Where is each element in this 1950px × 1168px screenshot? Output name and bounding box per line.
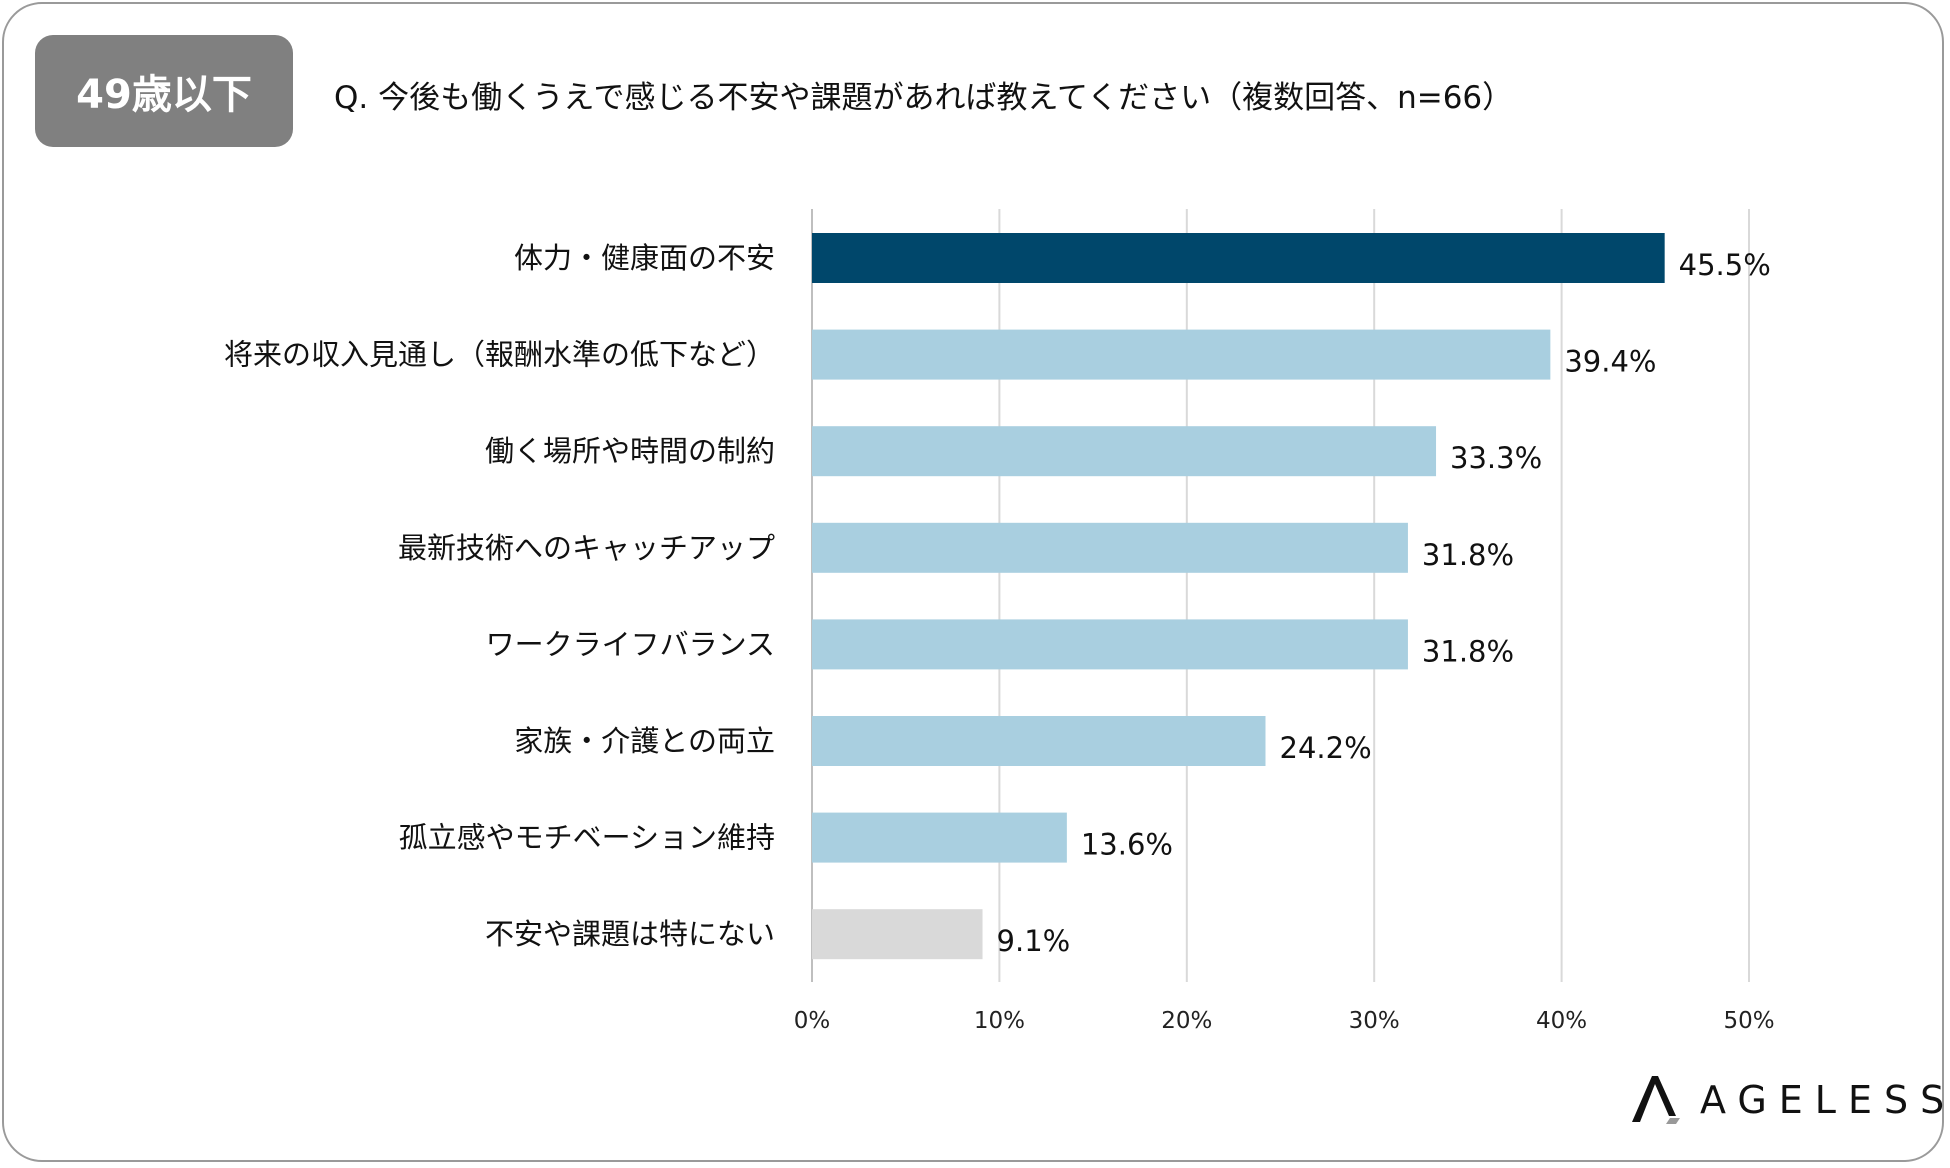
x-tick-label: 50% [1723, 1008, 1774, 1034]
logo-text: AGELESS [1700, 1078, 1950, 1122]
age-group-badge: 49歳以下 [35, 35, 293, 147]
data-label: 33.3% [1450, 441, 1542, 475]
data-label: 39.4% [1564, 345, 1656, 379]
x-tick-label: 10% [974, 1008, 1025, 1034]
data-label: 31.8% [1422, 634, 1514, 668]
x-tick-label: 40% [1536, 1008, 1587, 1034]
category-label: 家族・介護との両立 [514, 724, 775, 758]
category-label: 体力・健康面の不安 [514, 241, 775, 275]
data-label: 31.8% [1422, 538, 1514, 572]
data-label: 9.1% [997, 924, 1071, 958]
category-label: 将来の収入見通し（報酬水準の低下など） [224, 338, 775, 372]
bar [812, 619, 1408, 670]
chart-title: Q. 今後も働くうえで感じる不安や課題があれば教えてください（複数回答、n=66… [334, 80, 1514, 116]
bar [812, 233, 1665, 283]
category-label: 不安や課題は特にない [485, 917, 775, 951]
ageless-logo: AGELESS [1632, 1076, 1950, 1124]
x-tick-label: 20% [1161, 1008, 1212, 1034]
category-label: 働く場所や時間の制約 [485, 434, 775, 468]
category-label: 最新技術へのキャッチアップ [398, 531, 775, 565]
data-label: 24.2% [1280, 731, 1372, 765]
bar [812, 329, 1551, 380]
category-label: 孤立感やモチベーション維持 [399, 821, 775, 855]
bar [812, 522, 1408, 573]
ageless-logo-icon [1632, 1076, 1680, 1124]
x-tick-label: 30% [1349, 1008, 1400, 1034]
bar [812, 812, 1067, 863]
bar [812, 426, 1437, 477]
category-label: ワークライフバランス [486, 627, 775, 661]
data-label: 13.6% [1081, 828, 1173, 862]
bar [812, 716, 1266, 766]
x-tick-label: 0% [794, 1008, 831, 1034]
data-label: 45.5% [1679, 248, 1771, 282]
bar [812, 909, 983, 960]
